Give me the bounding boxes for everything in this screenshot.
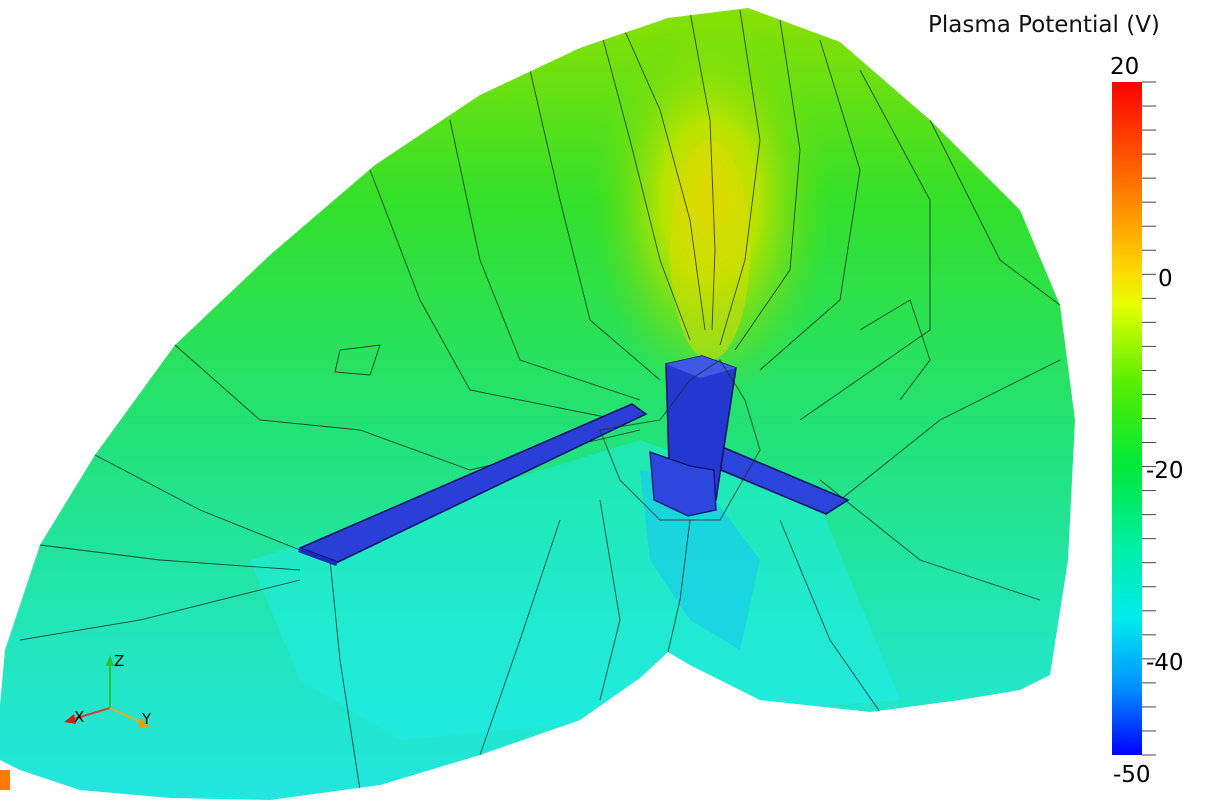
spacecraft-model xyxy=(297,355,850,566)
axis-x-label: X xyxy=(74,708,84,726)
colorbar-max-label: 20 xyxy=(1110,54,1140,80)
colorbar xyxy=(1112,81,1156,756)
axis-y-label: Y xyxy=(141,710,152,728)
colorbar-neg40-label: -40 xyxy=(1146,650,1184,676)
axis-z-label: Z xyxy=(114,652,124,670)
colorbar-title: Plasma Potential (V) xyxy=(928,12,1160,38)
colorbar-min-label: -50 xyxy=(1113,762,1151,788)
colorbar-ramp xyxy=(1112,82,1142,755)
colorbar-zero-label: 0 xyxy=(1158,266,1173,292)
contour-lines xyxy=(19,9,1061,791)
axes-triad: Z X Y xyxy=(64,652,152,728)
colorbar-neg20-label: -20 xyxy=(1146,458,1184,484)
corner-marker xyxy=(0,770,10,790)
potential-field xyxy=(0,8,1075,800)
